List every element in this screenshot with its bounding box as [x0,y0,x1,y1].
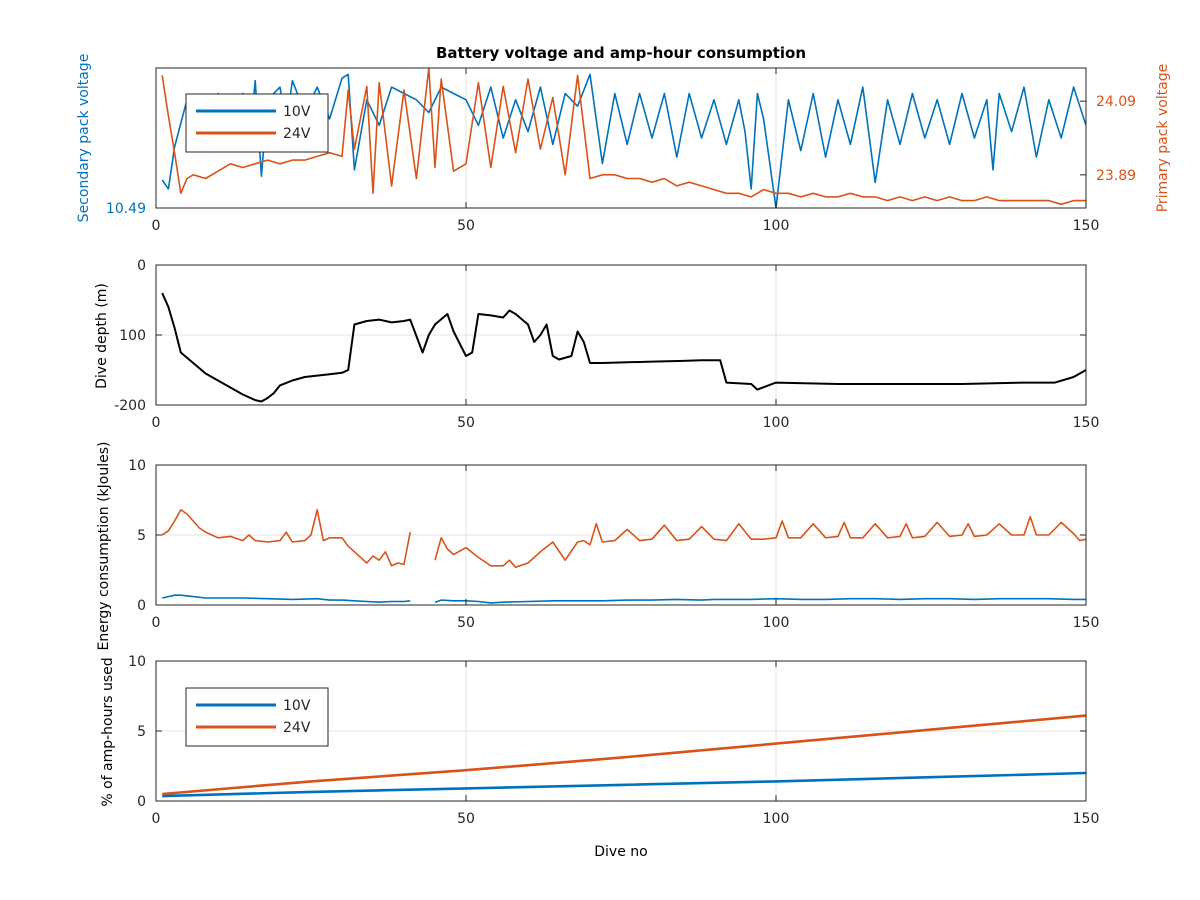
x-tick-label: 50 [457,415,475,431]
series-line-10v [434,597,1086,604]
y-axis-label-secondary-voltage: Secondary pack voltage [76,54,92,223]
y-tick-label: 10 [128,654,146,670]
series-line-24v [162,714,1086,796]
x-tick-label: 100 [763,811,790,827]
x-tick-label: 0 [152,415,161,431]
legend-box [185,93,329,153]
series-group-1 [161,292,1086,403]
y-tick-label: 0 [137,258,146,274]
legend-label-24v: 24V [283,720,311,736]
y-axis-label-amp-hours: % of amp-hours used [100,657,116,806]
series-line-24v [161,508,411,567]
y-axis-label-dive-depth: Dive depth (m) [94,283,110,389]
y-tick-label-right: 24.09 [1096,94,1136,110]
series-line-10v [162,771,1086,798]
y-tick-label: 0 [137,598,146,614]
y-tick-label-right: 23.89 [1096,168,1136,184]
y-tick-label: 10 [128,458,146,474]
legend-label-10v: 10V [283,698,311,714]
x-tick-label: 100 [763,415,790,431]
x-tick-label: 100 [763,218,790,234]
legend-label-10v: 10V [283,104,311,120]
x-tick-label: 50 [457,218,475,234]
x-tick-label: 50 [457,811,475,827]
axes-1: 0 50 100 150 0 100 -200 [114,258,1099,431]
y-axis-label-energy: Energy consumption (kJoules) [96,442,112,651]
series-group-3 [162,714,1086,798]
x-tick-label: 0 [152,811,161,827]
y-tick-label: 0 [137,794,146,810]
y-axis-label-primary-voltage: Primary pack voltage [1155,64,1171,213]
series-group-2 [161,508,1086,604]
series-line-24v [434,515,1086,569]
axes-0: 0 50 100 150 10.49 23.89 24.09 10V 24V [106,67,1136,234]
legend-box [185,687,329,747]
axes-3: 0 50 100 150 0 5 10 10V 24V [128,654,1099,827]
x-tick-label: 150 [1073,811,1100,827]
x-tick-label: 150 [1073,415,1100,431]
x-tick-label: 100 [763,615,790,631]
x-tick-label: 0 [152,218,161,234]
x-tick-label: 150 [1073,218,1100,234]
y-tick-label: 5 [137,724,146,740]
x-axis-label-dive-no: Dive no [594,844,647,860]
legend-label-24v: 24V [283,126,311,142]
x-tick-label: 50 [457,615,475,631]
chart-title: Battery voltage and amp-hour consumption [436,44,806,62]
y-tick-label: 10.49 [106,201,146,217]
y-tick-label: -200 [114,398,146,414]
x-tick-label: 0 [152,615,161,631]
y-tick-label: 5 [137,528,146,544]
axes-2: 0 50 100 150 0 5 10 [128,458,1099,631]
series-line-depth [161,292,1086,403]
y-tick-label: 100 [119,328,146,344]
axes-frame-0 [155,67,1087,209]
series-line-10v [162,594,411,604]
x-tick-label: 150 [1073,615,1100,631]
series-line-24v [161,68,1086,206]
